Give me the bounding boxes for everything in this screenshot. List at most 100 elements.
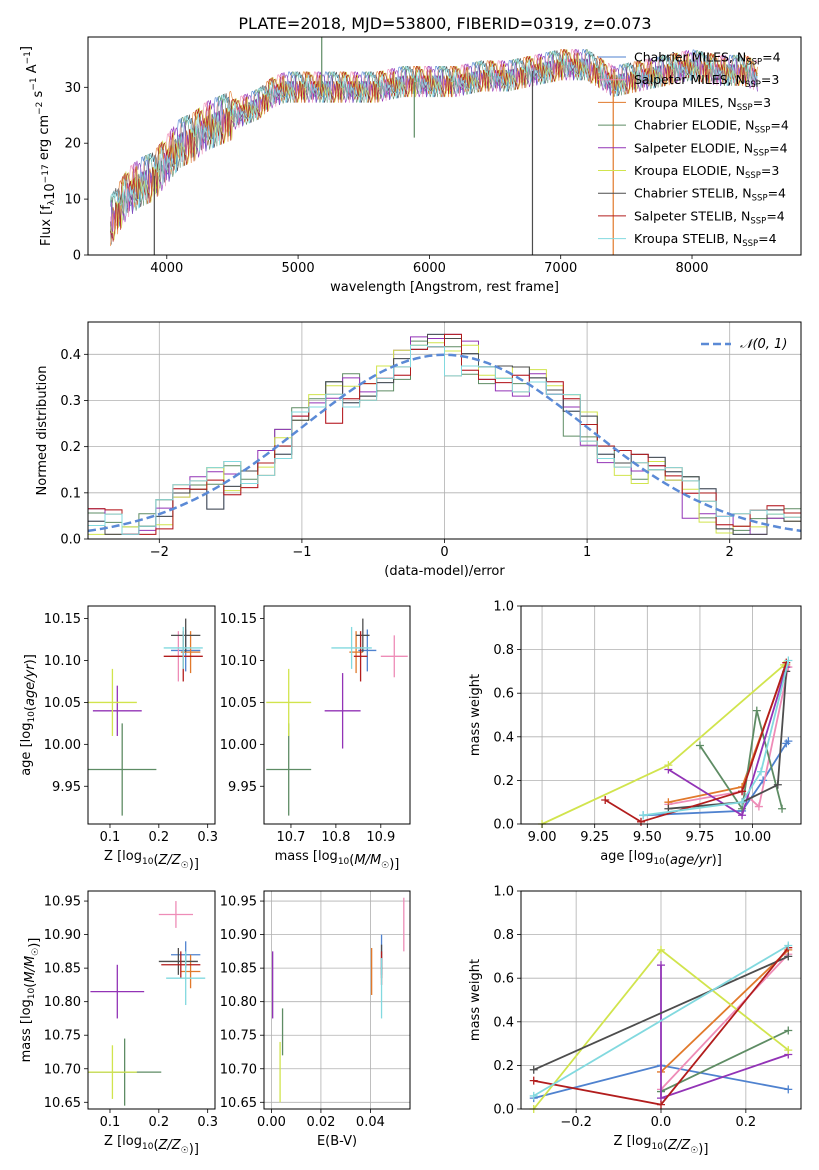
panel-age-vs-z: 0.1 0.2 0.3 9.95 10.00 10.05 10.10 10.15 Z [log1… [19,605,218,872]
legend-label: 𝒩(0, 1) [740,337,787,352]
x-axis-label: Z [log10(Z/Z☉)] [614,1134,709,1157]
x-tick-label: 4000 [150,261,183,276]
weight-marker [784,656,793,665]
y-tick-label: 10.65 [44,1096,81,1111]
y-tick-label: 10.95 [220,895,257,910]
y-tick-label: 10 [64,193,81,208]
y-tick-label: 0.6 [493,972,514,987]
x-tick-label: −0.2 [560,1115,592,1130]
x-axis-label: age [log10(age/yr)] [600,849,722,868]
axes-frame [87,36,802,256]
y-tick-label: 10.80 [44,995,81,1010]
weight-line [668,664,788,804]
weight-line [660,953,789,1091]
y-tick-label: 0.0 [493,1103,514,1118]
legend-label: Chabrier STELIB, NSSP=4 [634,186,786,204]
y-tick-label: 10.85 [220,962,257,977]
legend-label: Chabrier MILES, NSSP=4 [634,50,781,68]
y-tick-label: 0 [73,249,81,264]
panel-mass-vs-ebv: 0.00 0.02 0.04 10.65 10.70 10.75 10.80 10.85 10.… [220,890,411,1149]
y-tick-label: 10.70 [220,1062,257,1077]
weight-line [660,949,789,1073]
x-axis-label: (data-model)/error [384,564,505,579]
x-tick-label: 10.8 [321,830,350,845]
y-tick-label: 0.4 [493,730,514,745]
panel-weight-vs-age: 9.00 9.25 9.50 9.75 10.00 0.0 0.2 0.4 0.6 0.8 1.0 a… [468,600,802,868]
weight-line [533,955,789,1071]
y-tick-label: 0.1 [60,486,81,501]
legend-label: Kroupa ELODIE, NSSP=3 [634,163,779,181]
x-tick-label: 10.9 [366,830,395,845]
x-tick-label: 10.7 [276,830,305,845]
weight-marker [657,961,665,970]
legend: Chabrier MILES, NSSP=4 Salpeter MILES, NS… [598,50,789,249]
y-tick-label: 0.2 [493,1059,514,1074]
axes-frame [263,890,411,1110]
weight-marker [784,941,793,950]
weight-marker [738,798,747,807]
weight-line [533,944,789,1097]
y-axis-label: Normed distribution [35,366,50,496]
x-axis-label: Z [log10(Z/Z☉)] [104,849,199,872]
weight-marker [637,817,645,826]
x-tick-label: 0.0 [651,1115,672,1130]
y-tick-label: 10.90 [44,928,81,943]
x-tick-label: 0.1 [100,1115,121,1130]
y-tick-label: 10.10 [220,654,257,669]
weight-marker [784,1085,793,1094]
y-tick-label: 10.70 [44,1062,81,1077]
axes-frame [520,605,802,825]
y-axis-label: mass weight [468,959,483,1041]
weight-marker [738,811,747,820]
y-axis-label: mass weight [468,674,483,756]
weight-marker [738,787,747,796]
y-tick-label: 0.0 [60,533,81,548]
x-tick-label: 0.04 [356,1115,385,1130]
weight-marker [601,796,610,805]
x-tick-label: 0 [440,545,448,560]
figure-title: PLATE=2018, MJD=53800, FIBERID=0319, z=0… [238,14,651,33]
legend-label: Kroupa STELIB, NSSP=4 [634,231,777,249]
x-tick-label: 5000 [282,261,315,276]
x-tick-label: 0.3 [197,830,218,845]
spectrum-line [110,49,758,239]
y-tick-label: 0.6 [493,687,514,702]
legend-label: Chabrier ELODIE, NSSP=4 [634,118,789,136]
panel-spectrum: 4000 5000 6000 7000 8000 0 10 20 30 wavelength [A… [19,36,802,295]
histogram-step [88,344,801,535]
axes-frame [263,605,411,825]
y-tick-label: 10.75 [220,1029,257,1044]
weight-marker [754,802,763,811]
x-axis-label: wavelength [Angstrom, rest frame] [330,280,559,295]
y-tick-label: 9.95 [52,780,81,795]
y-tick-label: 0.0 [493,818,514,833]
panel-weight-vs-z: −0.2 0.0 0.2 0.0 0.2 0.4 0.6 0.8 1.0 Z [log10(Z/Z… [468,885,802,1157]
weight-line [660,1029,789,1093]
x-tick-label: 7000 [544,261,577,276]
spectrum-line [110,49,758,242]
weight-marker [752,706,761,715]
x-axis-label: E(B-V) [317,1134,357,1149]
reference-gaussian-curve [87,353,802,533]
y-tick-label: 10.85 [44,962,81,977]
x-tick-label: 0.3 [197,1115,218,1130]
y-tick-label: 10.15 [220,612,257,627]
x-tick-label: −1 [292,545,311,560]
weight-marker [784,952,793,961]
y-tick-label: 9.95 [228,780,257,795]
legend-label: Kroupa MILES, NSSP=3 [634,95,771,113]
y-tick-label: 0.3 [60,394,81,409]
x-tick-label: 0.00 [257,1115,286,1130]
y-tick-label: 0.8 [493,643,514,658]
y-tick-label: 0.2 [60,440,81,455]
x-tick-label: 0.2 [736,1115,757,1130]
x-tick-label: 9.50 [633,830,662,845]
y-tick-label: 10.65 [220,1096,257,1111]
x-tick-label: 8000 [675,261,708,276]
x-tick-label: 0.1 [100,830,121,845]
weight-marker [784,1026,793,1035]
weight-marker [757,767,765,776]
weight-marker [773,780,782,789]
x-tick-label: 9.00 [528,830,557,845]
